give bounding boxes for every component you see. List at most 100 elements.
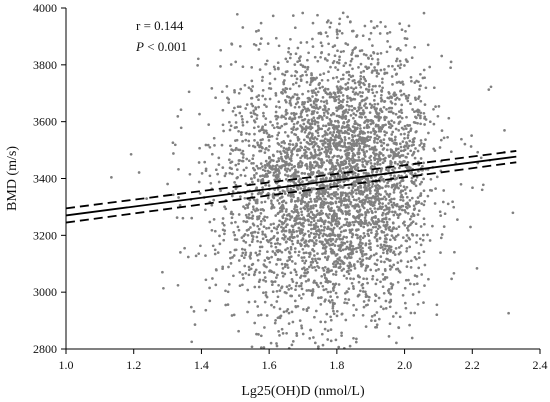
data-point	[336, 68, 340, 72]
data-point	[328, 212, 331, 216]
data-point	[328, 144, 332, 147]
data-point	[327, 241, 330, 245]
data-point	[347, 118, 351, 122]
data-point	[333, 119, 337, 123]
data-point	[336, 174, 340, 178]
data-point	[346, 173, 350, 177]
data-point	[289, 139, 292, 143]
data-point	[283, 168, 287, 172]
data-point	[397, 213, 401, 217]
data-point	[376, 52, 379, 56]
data-point	[243, 196, 247, 200]
data-point	[257, 125, 260, 129]
data-point	[323, 57, 327, 60]
data-point	[284, 210, 288, 213]
data-point	[252, 273, 256, 277]
data-point	[408, 217, 412, 221]
data-point	[308, 83, 312, 87]
data-point	[217, 180, 221, 184]
data-point	[276, 115, 279, 118]
data-point	[362, 300, 366, 303]
data-point	[281, 332, 285, 335]
data-point	[323, 107, 327, 111]
data-point	[349, 223, 352, 227]
data-point	[292, 195, 295, 199]
data-point	[357, 205, 361, 208]
data-point	[300, 238, 303, 242]
data-point	[331, 76, 335, 80]
data-point	[293, 105, 297, 109]
data-point	[343, 142, 347, 146]
data-point	[356, 260, 360, 263]
data-point	[314, 227, 317, 230]
data-point	[257, 98, 260, 102]
data-point	[284, 100, 288, 104]
data-point	[297, 138, 301, 141]
data-point	[409, 149, 413, 153]
data-point	[326, 281, 330, 284]
data-point	[248, 198, 252, 202]
data-point	[331, 219, 335, 223]
data-point	[247, 213, 251, 216]
data-point	[347, 105, 351, 108]
data-point	[351, 204, 354, 208]
data-point	[225, 85, 229, 88]
data-point	[382, 141, 386, 145]
data-point	[281, 216, 285, 220]
data-point	[339, 99, 342, 103]
data-point	[415, 282, 419, 286]
data-point	[268, 97, 272, 101]
data-point	[404, 144, 408, 148]
data-point	[370, 319, 373, 322]
data-point	[350, 235, 354, 239]
data-point	[318, 192, 322, 195]
data-point	[439, 138, 443, 142]
data-point	[303, 65, 307, 69]
data-point	[369, 31, 373, 35]
data-point	[489, 85, 493, 89]
data-point	[341, 113, 345, 116]
data-point	[299, 115, 303, 118]
data-point	[293, 219, 296, 223]
data-point	[238, 111, 242, 115]
data-point	[334, 66, 337, 69]
data-point	[317, 134, 320, 138]
data-point	[339, 230, 343, 234]
data-point	[416, 113, 420, 117]
data-point	[284, 108, 288, 112]
data-point	[427, 131, 430, 135]
data-point	[382, 278, 385, 281]
data-point	[282, 199, 286, 203]
data-point	[263, 300, 267, 304]
data-point	[336, 90, 340, 94]
data-point	[255, 95, 259, 99]
data-point	[360, 213, 364, 217]
data-point	[261, 237, 265, 241]
data-point	[377, 112, 381, 115]
data-point	[326, 59, 329, 62]
data-point	[331, 156, 335, 159]
data-point	[371, 277, 374, 281]
data-point	[313, 265, 316, 269]
data-point	[273, 67, 277, 71]
y-tick-label: 3200	[33, 228, 57, 242]
data-point	[252, 208, 255, 211]
data-point	[380, 144, 383, 148]
data-point	[307, 265, 311, 269]
data-point	[264, 123, 267, 127]
data-point	[265, 314, 269, 317]
data-point	[289, 294, 292, 298]
data-point	[335, 182, 338, 186]
data-point	[361, 313, 365, 317]
data-point	[344, 223, 348, 227]
data-point	[363, 104, 366, 107]
data-point	[400, 208, 404, 212]
data-point	[399, 149, 403, 153]
data-point	[257, 285, 261, 289]
y-tick-label: 4000	[33, 1, 57, 15]
data-point	[328, 243, 332, 247]
data-point	[387, 64, 390, 68]
data-point	[423, 199, 427, 203]
data-point	[309, 328, 312, 332]
data-point	[251, 157, 255, 161]
